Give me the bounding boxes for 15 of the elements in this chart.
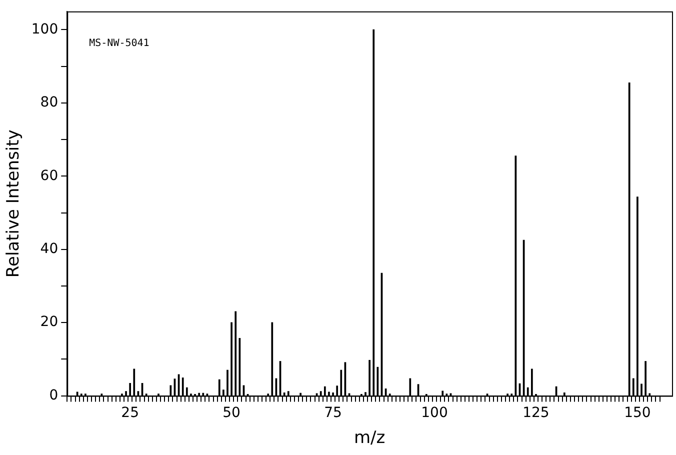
y-tick-label: 20 <box>40 314 58 330</box>
y-axis-title: Relative Intensity <box>4 130 24 278</box>
x-tick-label: 100 <box>421 404 448 421</box>
x-axis-title: m/z <box>354 428 386 448</box>
x-tick-label: 125 <box>522 404 550 421</box>
y-tick-label: 100 <box>31 21 58 38</box>
x-tick-label: 150 <box>624 404 651 421</box>
annotation: MS-NW-5041 <box>89 38 150 49</box>
x-tick-label: 25 <box>121 404 139 421</box>
y-tick-label: 80 <box>40 94 58 111</box>
y-tick-label: 40 <box>40 241 58 258</box>
y-tick-label: 60 <box>40 168 58 184</box>
x-tick-label: 75 <box>324 404 342 421</box>
x-tick-label: 50 <box>222 404 240 421</box>
y-tick-label: 0 <box>49 387 58 404</box>
